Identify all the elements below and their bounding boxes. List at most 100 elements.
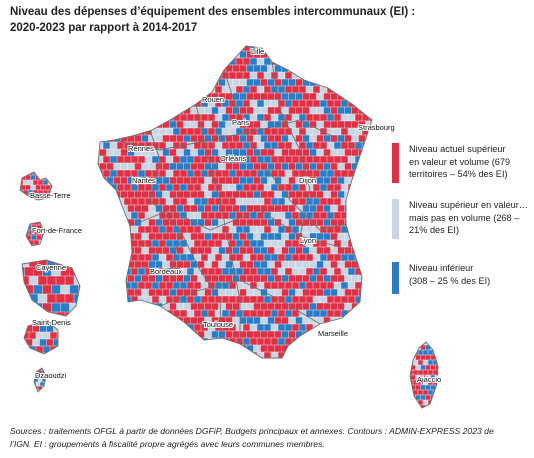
territory-cell [98,64,101,73]
territory-cell [228,57,237,66]
territory-cell [98,246,101,255]
territory-cell [410,344,412,351]
territory-cell [225,64,234,73]
territory-cell [312,141,321,150]
territory-cell [45,184,52,191]
territory-cell [284,295,293,304]
territory-cell [176,246,185,255]
territory-cell [246,106,255,115]
territory-cell [337,274,346,283]
territory-cell [267,302,276,311]
territory-cell [55,293,66,304]
territory-cell [53,180,59,186]
territory-cell [242,253,251,262]
territory-cell [169,176,178,185]
territory-cell [109,113,118,122]
territory-cell [26,244,33,246]
territory-cell [263,99,272,108]
territory-cell [366,359,374,367]
territory-cell [141,78,150,87]
territory-cell [99,148,108,157]
territory-cell [116,46,125,52]
territory-cell [422,349,429,356]
territory-cell [365,190,372,199]
territory-cell [98,260,101,269]
territory-cell [323,78,332,87]
territory-cell [347,323,356,332]
territory-cell [144,85,153,94]
territory-cell [309,330,318,339]
territory-cell [158,85,167,94]
territory-cell [214,309,223,318]
territory-cell [89,142,97,150]
territory-cell [30,184,37,191]
territory-cell [26,244,28,246]
city-label-rouen: Rouen [202,95,224,104]
territory-cell [137,85,146,94]
territory-cell [295,274,304,283]
territory-cell [165,46,174,52]
territory-cell [284,113,293,122]
territory-cell [239,162,248,171]
territory-cell [134,64,143,73]
territory-cell [37,179,44,186]
territory-cell [361,239,370,248]
territory-cell [319,183,328,192]
territory-cell [186,71,195,80]
territory-cell [134,120,143,129]
territory-cell [148,92,157,101]
territory-cell [141,330,150,339]
territory-cell [441,345,447,351]
territory-cell [347,253,356,262]
territory-cell [358,302,367,311]
territory-cell [337,106,346,115]
territory-cell [200,337,209,346]
territory-cell [55,311,66,316]
territory-cell [410,384,417,391]
territory-cell [291,239,300,248]
territory-cell [25,184,32,191]
territory-cell [288,78,297,87]
city-label-toulouse: Toulouse [203,320,233,329]
territory-cell [197,64,206,73]
territory-cell [98,344,101,353]
territory-cell [207,211,216,220]
territory-cell [88,285,98,295]
territory-cell [284,239,293,248]
territory-cell [288,162,297,171]
territory-cell [221,127,230,136]
territory-cell [420,394,427,401]
territory-cell [141,344,150,353]
territory-cell [162,218,171,227]
territory-cell [169,232,178,241]
territory-cell [162,344,171,353]
territory-cell [441,365,447,371]
territory-cell [319,113,328,122]
legend-label-line: territoires – 54% des EI) [409,169,508,179]
territory-cell [186,127,195,136]
territory-cell [225,218,234,227]
city-label-dijon: Dijon [299,176,316,185]
territory-cell [368,337,372,346]
territory-cell [107,359,115,367]
territory-cell [270,113,279,122]
territory-cell [113,260,122,269]
territory-cell [89,296,97,304]
territory-cell [193,337,202,346]
territory-cell [43,389,46,392]
territory-cell [134,106,143,115]
territory-cell [253,120,262,129]
territory-cell [169,330,178,339]
title-line-1: Niveau des dépenses d’équipement des ens… [10,6,416,18]
territory-cell [165,323,174,332]
territory-cell [214,169,223,178]
territory-cell [274,344,283,353]
territory-cell [100,359,108,367]
territory-cell [89,156,97,164]
territory-cell [305,253,314,262]
territory-cell [197,204,206,213]
territory-cell [148,330,157,339]
territory-cell [200,351,209,358]
territory-cell [337,204,346,213]
territory-cell [98,127,104,136]
